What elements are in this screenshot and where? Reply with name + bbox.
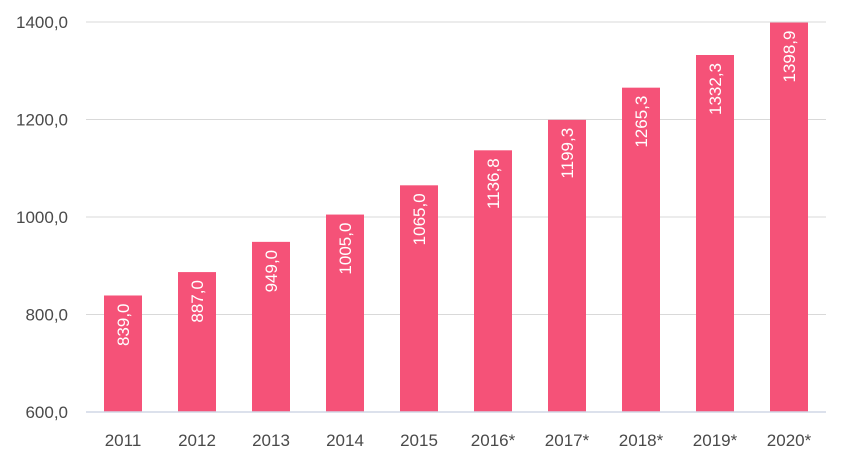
x-tick-label: 2017* <box>545 431 590 450</box>
bar-value-label: 839,0 <box>114 303 133 346</box>
bar <box>104 295 142 412</box>
x-tick-label: 2014 <box>326 431 364 450</box>
bar <box>178 272 216 412</box>
bars <box>104 22 808 412</box>
x-tick-label: 2012 <box>178 431 216 450</box>
bar-value-label: 949,0 <box>262 250 281 293</box>
bar-value-label: 1005,0 <box>336 223 355 275</box>
y-tick-label: 1000,0 <box>16 208 68 227</box>
bar-value-label: 1136,8 <box>484 158 503 209</box>
y-axis-tick-labels: 600,0 800,0 1000,0 1200,0 1400,0 <box>16 13 68 422</box>
bar-value-label: 887,0 <box>188 280 207 323</box>
bar-value-label: 1332,3 <box>706 63 725 115</box>
x-tick-label: 2011 <box>105 431 142 450</box>
x-tick-label: 2020* <box>767 431 812 450</box>
y-tick-label: 600,0 <box>25 403 68 422</box>
x-tick-label: 2019* <box>693 431 738 450</box>
bar <box>326 214 364 412</box>
bar-value-label: 1065,0 <box>410 193 429 245</box>
bar-value-label: 1199,3 <box>558 128 577 179</box>
bar <box>696 55 734 412</box>
bar-data-labels: 839,0 887,0 949,0 1005,0 1065,0 1136,8 1199,3 1… <box>114 31 799 346</box>
bar <box>770 22 808 412</box>
bar <box>622 87 660 412</box>
bar <box>252 241 290 412</box>
bar <box>400 185 438 412</box>
y-tick-label: 1200,0 <box>16 111 68 130</box>
y-tick-label: 1400,0 <box>16 13 68 32</box>
x-tick-label: 2016* <box>471 431 516 450</box>
x-axis-tick-labels: 2011 2012 2013 2014 2015 2016* 2017* 2018* 2019*… <box>105 431 812 450</box>
bar <box>548 119 586 412</box>
bar-value-label: 1398,9 <box>780 31 799 83</box>
x-tick-label: 2013 <box>252 431 290 450</box>
y-tick-label: 800,0 <box>25 306 68 325</box>
bar-value-label: 1265,3 <box>632 96 651 148</box>
x-tick-label: 2015 <box>400 431 438 450</box>
bar <box>474 150 512 412</box>
x-tick-label: 2018* <box>619 431 664 450</box>
